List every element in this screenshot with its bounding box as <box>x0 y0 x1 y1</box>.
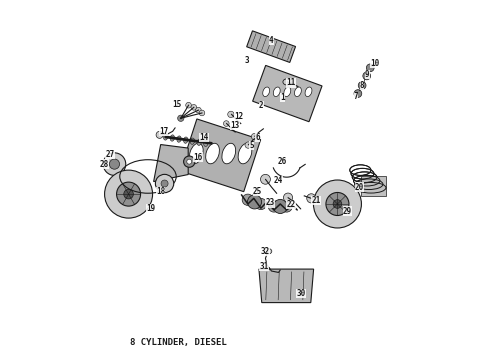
Text: 15: 15 <box>172 100 181 109</box>
Circle shape <box>363 72 370 80</box>
Circle shape <box>109 159 120 169</box>
Polygon shape <box>259 269 314 303</box>
Text: 8: 8 <box>360 81 364 90</box>
Circle shape <box>269 201 280 212</box>
Circle shape <box>314 180 362 228</box>
Text: 10: 10 <box>370 59 379 68</box>
Ellipse shape <box>294 87 301 96</box>
Text: 31: 31 <box>259 262 269 271</box>
Polygon shape <box>154 145 188 181</box>
Ellipse shape <box>204 140 208 147</box>
Text: 2: 2 <box>259 102 264 111</box>
Text: 23: 23 <box>266 198 275 207</box>
Ellipse shape <box>305 87 312 96</box>
Text: 12: 12 <box>234 112 244 121</box>
Circle shape <box>358 82 366 89</box>
Circle shape <box>187 159 192 164</box>
Circle shape <box>273 199 287 213</box>
Circle shape <box>255 198 267 210</box>
Circle shape <box>103 153 126 175</box>
Text: 20: 20 <box>355 183 365 192</box>
Circle shape <box>245 142 251 148</box>
Circle shape <box>184 156 195 167</box>
Circle shape <box>117 182 141 206</box>
Text: 8 CYLINDER, DIESEL: 8 CYLINDER, DIESEL <box>130 338 227 347</box>
Circle shape <box>177 115 184 121</box>
Text: 22: 22 <box>287 200 296 209</box>
Text: 1: 1 <box>280 93 285 102</box>
Ellipse shape <box>177 136 181 142</box>
Circle shape <box>161 180 168 187</box>
Circle shape <box>223 121 229 126</box>
Ellipse shape <box>206 143 220 164</box>
Circle shape <box>367 64 374 72</box>
Ellipse shape <box>190 138 195 144</box>
Ellipse shape <box>222 143 236 164</box>
Ellipse shape <box>283 79 292 85</box>
Ellipse shape <box>164 134 168 140</box>
Text: 13: 13 <box>230 121 240 130</box>
Circle shape <box>186 102 192 108</box>
Text: 6: 6 <box>256 133 260 142</box>
Text: 19: 19 <box>146 204 155 213</box>
Ellipse shape <box>284 87 291 96</box>
Text: 16: 16 <box>193 153 202 162</box>
Circle shape <box>191 104 196 110</box>
Ellipse shape <box>197 139 201 145</box>
Circle shape <box>242 194 253 206</box>
Circle shape <box>307 194 316 203</box>
Ellipse shape <box>170 135 174 141</box>
Circle shape <box>283 193 293 202</box>
Text: 28: 28 <box>99 159 109 168</box>
Text: 5: 5 <box>249 141 254 150</box>
Ellipse shape <box>273 87 280 96</box>
Text: 18: 18 <box>156 187 165 196</box>
Ellipse shape <box>238 143 252 164</box>
Text: 11: 11 <box>287 78 296 87</box>
Text: 3: 3 <box>245 55 249 64</box>
Circle shape <box>281 201 292 212</box>
Circle shape <box>124 189 133 199</box>
Circle shape <box>104 170 152 218</box>
Text: 29: 29 <box>343 207 352 216</box>
Text: 26: 26 <box>278 157 287 166</box>
Circle shape <box>251 134 258 140</box>
Text: 7: 7 <box>354 92 358 101</box>
Circle shape <box>155 174 174 193</box>
FancyBboxPatch shape <box>180 119 261 192</box>
Text: 21: 21 <box>311 196 320 205</box>
Circle shape <box>199 110 205 116</box>
Text: 24: 24 <box>273 176 282 185</box>
Text: 32: 32 <box>260 247 270 256</box>
Text: 14: 14 <box>199 133 208 142</box>
Text: 30: 30 <box>296 289 305 298</box>
Circle shape <box>354 90 362 98</box>
Text: 4: 4 <box>269 36 273 45</box>
Text: 9: 9 <box>365 70 369 79</box>
Circle shape <box>196 107 201 113</box>
Circle shape <box>333 200 342 208</box>
Ellipse shape <box>264 248 272 254</box>
Text: 25: 25 <box>253 187 262 196</box>
FancyBboxPatch shape <box>253 66 322 122</box>
Ellipse shape <box>263 87 270 96</box>
Ellipse shape <box>184 137 188 143</box>
Circle shape <box>326 193 349 216</box>
Circle shape <box>228 111 234 118</box>
Circle shape <box>156 131 163 138</box>
Ellipse shape <box>190 143 203 164</box>
Circle shape <box>247 195 262 209</box>
Circle shape <box>261 174 270 184</box>
FancyBboxPatch shape <box>362 176 386 196</box>
FancyBboxPatch shape <box>246 31 295 62</box>
Text: 27: 27 <box>106 150 115 159</box>
Text: 17: 17 <box>159 127 168 136</box>
